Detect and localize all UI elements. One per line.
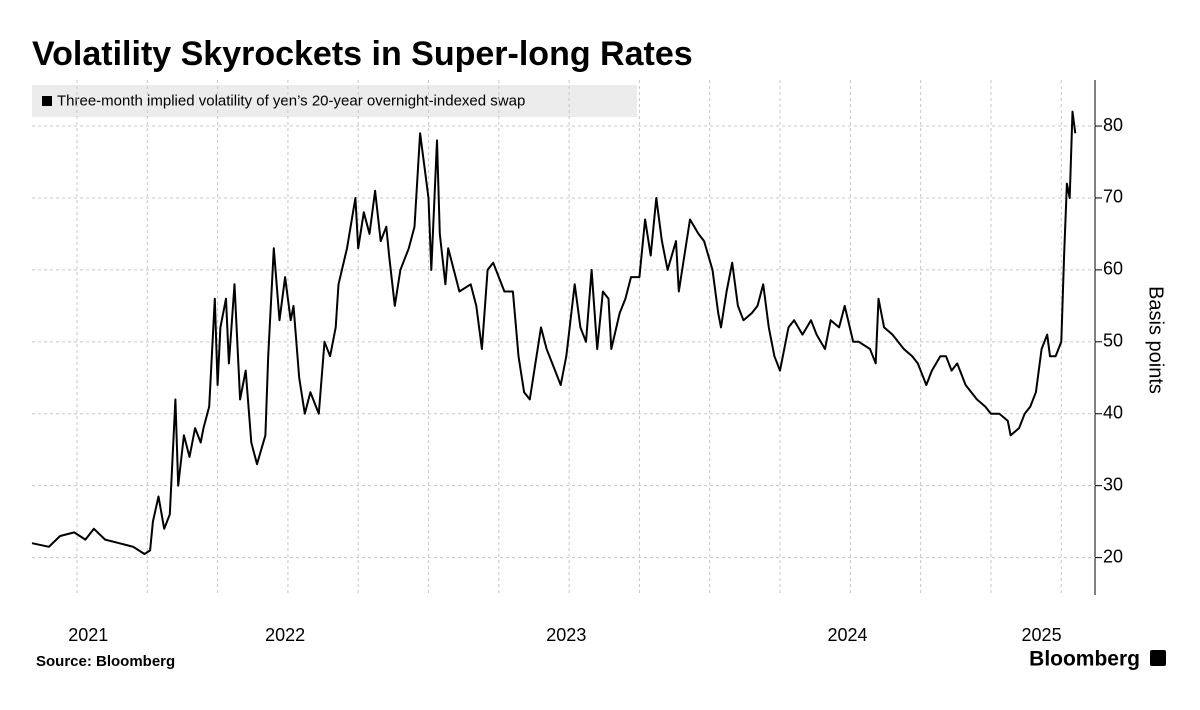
legend-label: Three-month implied volatility of yen’s … bbox=[57, 92, 525, 109]
x-tick-label: 2025 bbox=[1022, 625, 1062, 645]
x-tick-label: 2023 bbox=[546, 625, 586, 645]
brand-icon bbox=[1150, 650, 1166, 666]
y-tick-label: 40 bbox=[1103, 402, 1123, 422]
source: Source: Bloomberg bbox=[36, 653, 175, 670]
y-tick-label: 20 bbox=[1103, 546, 1123, 566]
y-tick-label: 70 bbox=[1103, 187, 1123, 207]
y-tick-label: 50 bbox=[1103, 331, 1123, 351]
legend-swatch bbox=[42, 96, 52, 106]
x-tick-label: 2022 bbox=[265, 625, 305, 645]
y-axis-label: Basis points bbox=[1145, 286, 1167, 394]
chart-title: Volatility Skyrockets in Super-long Rate… bbox=[32, 35, 693, 73]
legend-box bbox=[32, 85, 637, 117]
brand: Bloomberg bbox=[1029, 648, 1140, 671]
y-tick-label: 60 bbox=[1103, 259, 1123, 279]
x-tick-label: 2024 bbox=[828, 625, 868, 645]
x-tick-label: 2021 bbox=[68, 625, 108, 645]
y-tick-label: 30 bbox=[1103, 474, 1123, 494]
line bbox=[31, 110, 1077, 555]
y-tick-label: 80 bbox=[1103, 115, 1123, 135]
